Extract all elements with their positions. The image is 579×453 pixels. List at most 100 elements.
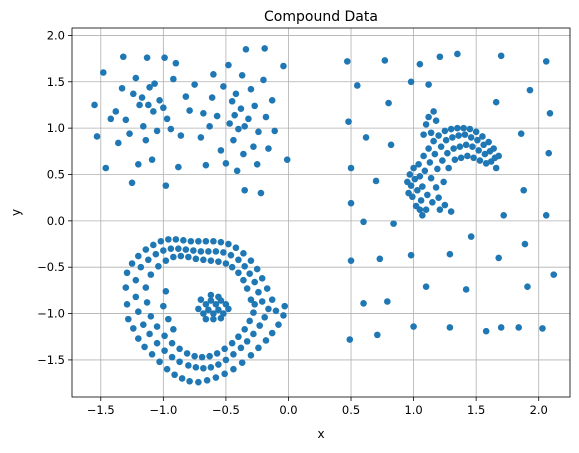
scatter-point — [222, 260, 230, 267]
scatter-point — [426, 159, 434, 166]
scatter-point — [353, 82, 361, 89]
scatter-point — [480, 141, 487, 149]
scatter-point — [439, 157, 446, 164]
scatter-point — [251, 300, 258, 308]
scatter-point — [161, 54, 168, 61]
scatter-point — [247, 257, 255, 265]
y-tick-label: −1.0 — [37, 307, 65, 321]
scatter-point — [230, 351, 237, 358]
scatter-point — [280, 62, 287, 70]
scatter-point — [441, 201, 449, 209]
scatter-point — [429, 199, 436, 206]
scatter-point — [175, 245, 182, 252]
scatter-point — [145, 101, 152, 109]
scatter-point — [112, 108, 120, 115]
x-tick-label: −1.5 — [87, 403, 115, 417]
scatter-point — [517, 130, 525, 137]
scatter-point — [230, 365, 237, 373]
scatter-point — [280, 312, 287, 319]
scatter-point — [207, 257, 215, 265]
scatter-point — [241, 122, 248, 130]
scatter-point — [185, 253, 192, 261]
scatter-point — [539, 325, 546, 332]
scatter-point — [175, 163, 182, 171]
scatter-point — [170, 326, 177, 333]
scatter-point — [182, 246, 190, 253]
scatter-point — [93, 133, 101, 140]
scatter-point — [135, 252, 142, 260]
scatter-point — [203, 377, 211, 384]
scatter-point — [376, 255, 384, 263]
scatter-point — [225, 240, 232, 248]
scatter-point — [242, 46, 250, 53]
scatter-point — [409, 193, 416, 201]
scatter-point — [168, 353, 176, 361]
scatter-point — [202, 161, 210, 169]
scatter-point — [136, 101, 143, 109]
scatter-point — [482, 327, 490, 335]
scatter-point — [455, 132, 462, 139]
scatter-point — [475, 147, 482, 154]
scatter-point — [215, 293, 222, 301]
scatter-point — [241, 186, 248, 194]
scatter-point — [246, 270, 253, 277]
scatter-point — [250, 143, 257, 150]
scatter-point — [261, 45, 268, 52]
scatter-point — [190, 247, 197, 254]
scatter-point — [156, 358, 163, 366]
scatter-point — [362, 134, 370, 141]
scatter-point — [210, 71, 217, 78]
scatter-point — [446, 250, 454, 258]
scatter-point — [107, 115, 115, 123]
scatter-point — [265, 145, 272, 152]
scatter-point — [233, 167, 241, 175]
scatter-point — [526, 86, 534, 94]
scatter-point — [479, 133, 486, 140]
scatter-point — [215, 306, 222, 314]
scatter-point — [437, 143, 445, 150]
x-tick-label: −0.5 — [212, 403, 240, 417]
scatter-point — [187, 237, 195, 245]
scatter-point — [237, 344, 245, 352]
scatter-point — [227, 251, 235, 259]
scatter-point — [135, 308, 142, 316]
x-tick-label: 0.0 — [279, 403, 297, 417]
scatter-point — [432, 184, 440, 191]
scatter-point — [492, 98, 500, 106]
scatter-point — [217, 314, 225, 322]
scatter-point — [407, 251, 415, 259]
scatter-point — [171, 371, 178, 379]
scatter-point — [235, 256, 242, 264]
scatter-point — [128, 260, 136, 267]
scatter-point — [141, 343, 148, 351]
scatter-point — [148, 351, 156, 358]
scatter-point — [262, 337, 270, 344]
scatter-point — [416, 173, 424, 180]
plot-frame — [71, 27, 571, 398]
scatter-point — [435, 194, 442, 201]
scatter-point — [146, 84, 153, 91]
y-tick-label: 1.0 — [47, 121, 65, 135]
scatter-point — [268, 329, 276, 337]
scatter-point — [497, 324, 505, 331]
scatter-point — [454, 50, 461, 58]
scatter-point — [186, 377, 193, 385]
scatter-point — [210, 237, 217, 245]
scatter-point — [258, 275, 266, 282]
scatter-point — [430, 137, 437, 145]
scatter-point — [435, 132, 442, 139]
scatter-point — [160, 104, 167, 112]
scatter-point — [160, 247, 167, 254]
scatter-point — [247, 85, 255, 93]
scatter-point — [195, 305, 202, 313]
scatter-point — [123, 300, 131, 308]
scatter-point — [460, 124, 467, 132]
scatter-point — [225, 305, 232, 313]
scatter-point — [243, 338, 251, 345]
scatter-point — [360, 300, 367, 307]
scatter-point — [114, 139, 122, 147]
scatter-point — [162, 257, 170, 265]
scatter-point — [230, 136, 237, 144]
scatter-point — [170, 75, 177, 83]
scatter-point — [150, 241, 157, 249]
